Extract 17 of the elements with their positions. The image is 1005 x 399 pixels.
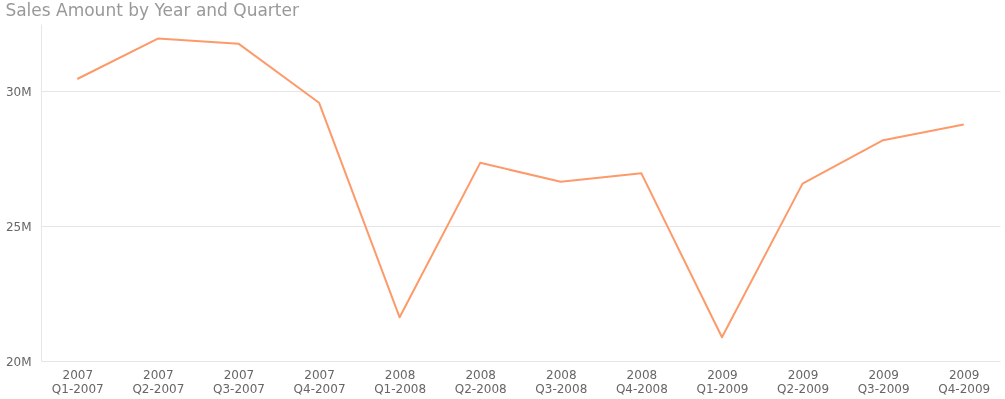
y-tick-label: 20M: [5, 354, 32, 369]
x-tick-label: 2009 Q1-2009: [696, 367, 749, 396]
x-tick-label: 2008 Q2-2008: [454, 367, 507, 396]
x-tick-label: 2009 Q2-2009: [777, 367, 830, 396]
chart-title: Sales Amount by Year and Quarter: [5, 0, 299, 20]
x-tick-label: 2008 Q3-2008: [535, 367, 588, 396]
x-tick-label: 2007 Q1-2007: [51, 367, 104, 396]
x-tick-label: 2009 Q3-2009: [857, 367, 910, 396]
x-tick-label: 2007 Q3-2007: [212, 367, 265, 396]
x-tick-label: 2008 Q1-2008: [374, 367, 427, 396]
y-tick-label: 30M: [5, 84, 32, 99]
x-tick-label: 2007 Q4-2007: [293, 367, 346, 396]
x-tick-label: 2008 Q4-2008: [615, 367, 668, 396]
x-tick-label: 2007 Q2-2007: [132, 367, 185, 396]
line-series: [76, 37, 965, 339]
y-tick-label: 25M: [5, 219, 32, 234]
x-tick-label: 2009 Q4-2009: [938, 367, 991, 396]
